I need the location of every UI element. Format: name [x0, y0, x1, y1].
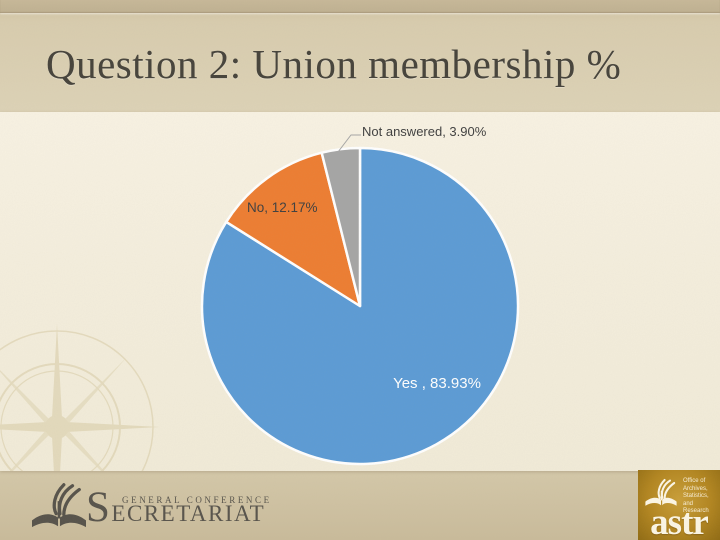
top-band-decoration: [0, 0, 720, 13]
astr-office-line: Office of: [683, 478, 706, 484]
astr-acronym: astr: [650, 502, 709, 540]
pie-label-no: No, 12.17%: [247, 200, 318, 215]
adventist-flame-book-icon: [32, 483, 86, 528]
secretariat-name: SECRETARIAT: [86, 484, 266, 531]
slide-title: Question 2: Union membership %: [46, 41, 622, 87]
secretariat-wordmark: GENERAL CONFERENCE SECRETARIAT: [86, 484, 269, 536]
pie-chart: [200, 134, 520, 466]
astr-office-line: Archives,: [683, 485, 708, 492]
chart-panel: Yes , 83.93% No, 12.17% Not answered, 3.…: [0, 112, 720, 471]
secretariat-topline: GENERAL CONFERENCE: [122, 495, 272, 505]
astr-office-line: Statistics,: [683, 493, 709, 499]
astr-logo: Office of Archives, Statistics, and Rese…: [638, 470, 720, 540]
pie-label-not-answered: Not answered, 3.90%: [362, 124, 487, 139]
pie-label-yes: Yes , 83.93%: [393, 375, 481, 392]
